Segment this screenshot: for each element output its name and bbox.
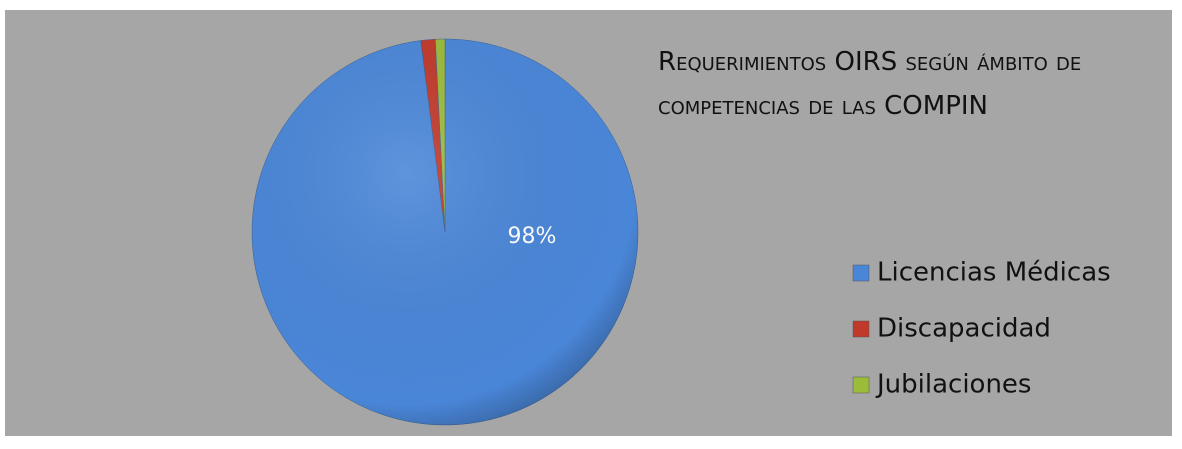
legend-label: Jubilaciones [875, 370, 1031, 400]
data-label: 98% [508, 224, 557, 249]
legend-label: Licencias Médicas [877, 258, 1111, 288]
legend-swatch [852, 376, 870, 394]
legend-swatch [852, 264, 870, 282]
chart-title: Requerimientos OIRS según ámbito de comp… [658, 47, 1082, 121]
legend-label: Discapacidad [877, 314, 1051, 344]
legend-swatch [852, 320, 870, 338]
